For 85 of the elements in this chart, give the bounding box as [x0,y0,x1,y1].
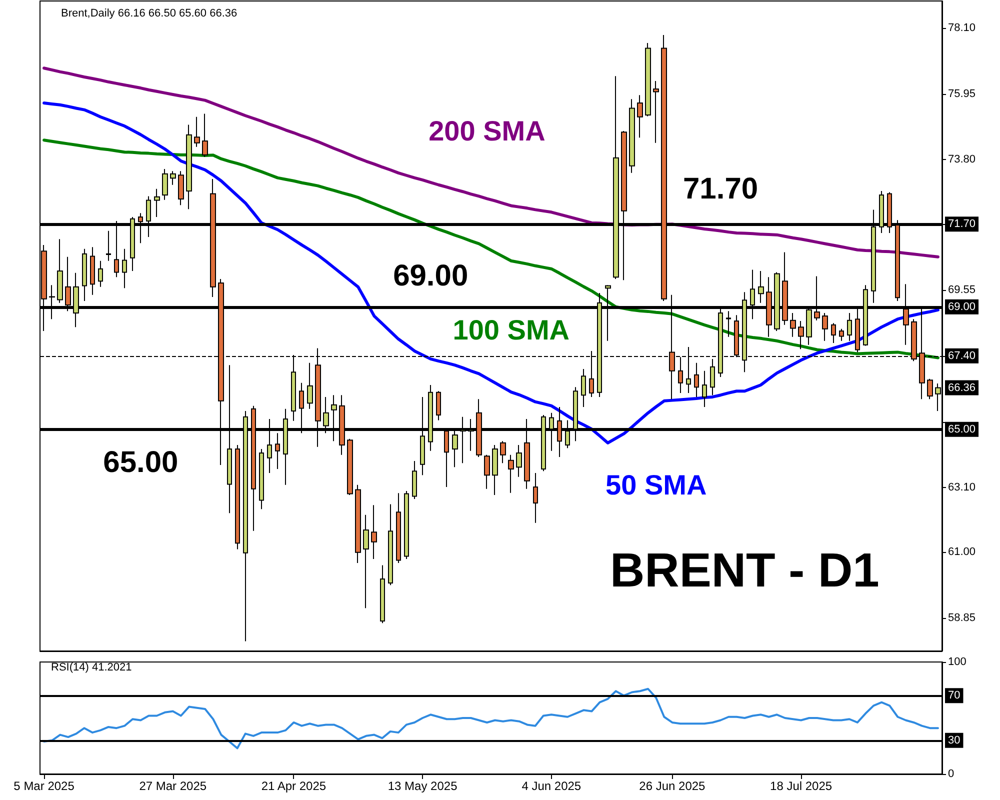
y-tick-label: 69.55 [948,284,976,296]
candlestick [154,188,160,218]
candlestick [533,472,538,524]
candlestick [653,80,659,144]
candlestick [629,98,635,174]
series-label: 200 SMA [428,115,546,146]
y-tick-label: 100 [948,656,966,668]
candlestick [581,368,586,408]
candlestick [508,454,514,494]
candlestick [275,432,280,470]
candlestick [396,492,401,564]
y-tick-label: 63.10 [948,482,976,494]
annotation: 69.00 [393,259,468,292]
text: Brent,Daily 66.16 66.50 65.60 66.36 [61,8,238,20]
series-label: 100 SMA [452,314,570,346]
y-tick-label: 0 [948,768,954,780]
candlestick [847,312,852,342]
x-tick-label: 13 May 2025 [388,779,458,793]
ref-line-label: 65.00 [948,423,976,436]
line-series [43,688,939,750]
candlestick [726,310,731,338]
y-tick-label: 61.00 [948,546,976,558]
candlestick [436,390,441,421]
x-tick-label: 4 Jun 2025 [522,779,582,793]
line-series [42,102,940,444]
candlestick [798,320,804,350]
candlestick [202,113,208,158]
annotation: BRENT - D1 [610,544,880,598]
y-tick-label: 75.95 [948,88,976,100]
series-label: 50 SMA [606,469,707,500]
x-tick-label: 26 Jun 2025 [639,779,706,793]
candlestick [831,322,836,344]
annotation: 66.36 [948,382,976,394]
candlestick [927,378,933,400]
annotation: 71.70 [682,172,758,206]
candlestick [186,124,192,210]
candlestick [694,362,699,398]
candlestick [371,504,377,560]
candlestick [645,42,651,117]
x-tick-label: 18 Jul 2025 [770,779,832,793]
x-tick-label: 21 Apr 2025 [261,779,326,793]
candlestick [162,168,168,200]
ref-line-label: 69.00 [948,300,976,313]
ref-line-label: 67.40 [948,350,976,362]
candlestick [347,438,353,496]
ref-line-label: 70 [948,690,960,702]
annotation: 65.00 [103,446,178,479]
candlestick [363,514,369,609]
candlestick [90,246,95,296]
candlestick [106,230,111,262]
candlestick [637,94,643,138]
candlestick [758,270,764,304]
candlestick [98,260,103,288]
candlestick [710,358,715,396]
ref-line-label: 30 [948,734,960,746]
candlestick [484,454,490,490]
ref-line-label: 71.70 [948,218,976,230]
candlestick [500,440,506,464]
y-tick-label: 73.80 [948,154,976,166]
candlestick [259,448,264,510]
candlestick [355,484,361,564]
candlestick [380,564,385,624]
candlestick [194,116,200,148]
chart-title: RSI(14) 41.2021 [51,662,132,674]
x-tick-label: 27 Mar 2025 [139,779,207,793]
candlestick [122,248,127,289]
candlestick [412,460,417,500]
candlestick [492,444,498,496]
candlestick [307,362,313,410]
candlestick [822,312,828,342]
candlestick [170,170,176,186]
candlestick [57,238,63,304]
candlestick [516,444,522,478]
candlestick [82,248,87,302]
candlestick [702,370,707,408]
y-tick-label: 58.85 [948,612,976,624]
candlestick [235,444,240,550]
x-tick-label: 5 Mar 2025 [14,779,75,793]
y-tick-label: 78.10 [948,22,976,34]
candlestick [790,312,796,338]
candlestick [678,356,683,394]
candlestick [178,170,184,206]
candlestick [404,490,409,560]
candlestick [839,328,844,342]
candlestick [388,504,393,586]
